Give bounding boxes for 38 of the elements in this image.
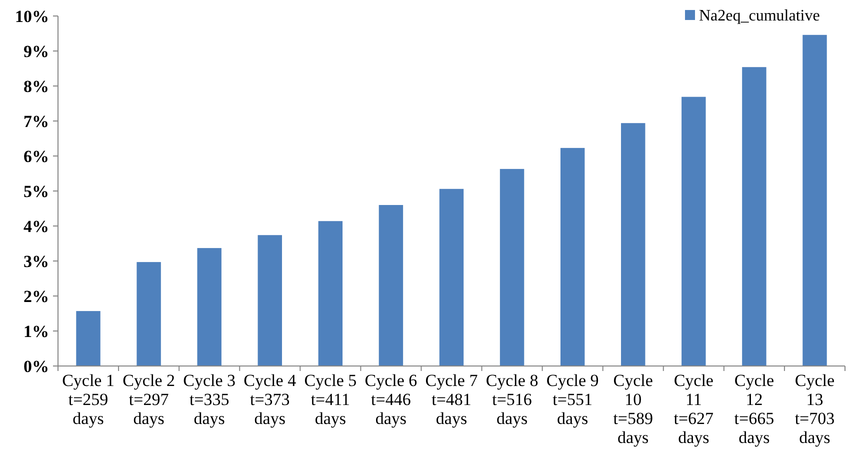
y-tick-label: 4%	[24, 216, 49, 236]
y-tick-label: 1%	[24, 322, 49, 341]
y-tick-label: 0%	[24, 356, 49, 376]
x-tick-label: Cycle 12 t=665 days	[734, 371, 774, 447]
y-tick-label: 9%	[24, 42, 49, 61]
bar	[802, 34, 827, 366]
x-tick-label: Cycle 10 t=589 days	[613, 371, 654, 447]
x-tick-label: Cycle 4 t=373 days	[244, 371, 297, 428]
x-tick-label: Cycle 6 t=446 days	[364, 371, 418, 428]
bar	[439, 188, 464, 366]
bar	[500, 168, 524, 366]
x-tick-label: Cycle 3 t=335 days	[183, 371, 236, 428]
y-tick-label: 7%	[24, 112, 49, 131]
x-tick-label: Cycle 9 t=551 days	[546, 371, 599, 428]
legend-label: Na2eq_cumulative	[699, 8, 820, 25]
x-tick-label: Cycle 7 t=481 days	[425, 371, 478, 428]
x-tick-label: Cycle 5 t=411 days	[304, 371, 357, 428]
y-tick-label: 10%	[15, 6, 49, 26]
bar	[682, 96, 706, 366]
x-tick-label: Cycle 8 t=516 days	[486, 371, 538, 428]
x-tick-label: Cycle 13 t=703 days	[794, 371, 835, 447]
bar	[378, 205, 404, 366]
y-tick-label: 6%	[24, 146, 49, 166]
y-tick-label: 8%	[24, 76, 49, 96]
bar	[560, 148, 585, 366]
bar	[621, 123, 646, 366]
y-tick-label: 2%	[24, 286, 49, 306]
bar	[76, 311, 100, 366]
y-tick-label: 5%	[24, 182, 49, 201]
x-tick-label: Cycle 11 t=627 days	[674, 371, 714, 447]
bar	[258, 235, 282, 366]
y-tick-label: 3%	[24, 252, 49, 271]
x-tick-label: Cycle 1 t=259 days	[62, 371, 114, 428]
bar	[197, 248, 222, 366]
bar	[742, 67, 766, 366]
x-tick-label: Cycle 2 t=297 days	[122, 371, 176, 428]
bar	[318, 221, 343, 366]
bar	[136, 262, 161, 366]
